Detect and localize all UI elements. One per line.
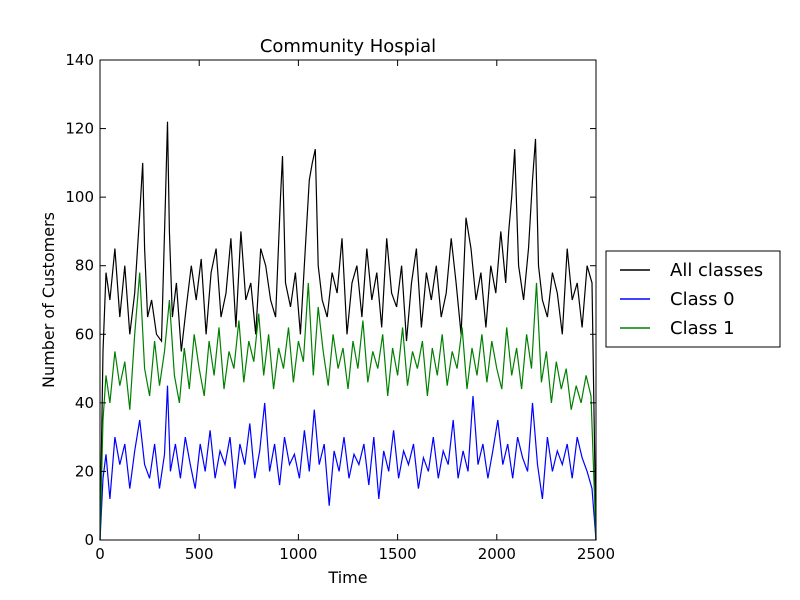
- x-tick-label: 2000: [478, 545, 516, 563]
- legend-label-2: Class 1: [670, 318, 735, 339]
- y-tick-label: 40: [75, 394, 94, 412]
- y-tick-label: 100: [65, 188, 94, 206]
- x-axis-label: Time: [327, 568, 367, 587]
- series-line-2: [99, 272, 597, 541]
- y-tick-label: 0: [84, 531, 94, 549]
- y-tick-label: 120: [65, 120, 94, 138]
- x-tick-label: 1500: [379, 545, 417, 563]
- y-axis-label: Number of Customers: [39, 212, 58, 388]
- y-tick-label: 140: [65, 51, 94, 69]
- x-tick-label: 500: [185, 545, 214, 563]
- x-tick-label: 2500: [577, 545, 615, 563]
- y-tick-label: 80: [75, 257, 94, 275]
- plot-frame: [99, 59, 597, 541]
- series-layer: [99, 121, 597, 541]
- legend-label-0: All classes: [670, 260, 763, 281]
- legend-label-1: Class 0: [670, 289, 735, 310]
- series-line-1: [99, 385, 597, 541]
- x-tick-label: 1000: [279, 545, 317, 563]
- ticks-layer: 0 500 1000 1500 2000 2500 0 20 40 60 80 100 120 140: [65, 51, 615, 563]
- legend: All classes Class 0 Class 1: [605, 250, 781, 348]
- y-tick-label: 20: [75, 462, 94, 480]
- x-tick-label: 0: [95, 545, 105, 563]
- chart-title: Community Hospial: [260, 36, 436, 57]
- series-line-0: [99, 121, 597, 541]
- y-tick-label: 60: [75, 325, 94, 343]
